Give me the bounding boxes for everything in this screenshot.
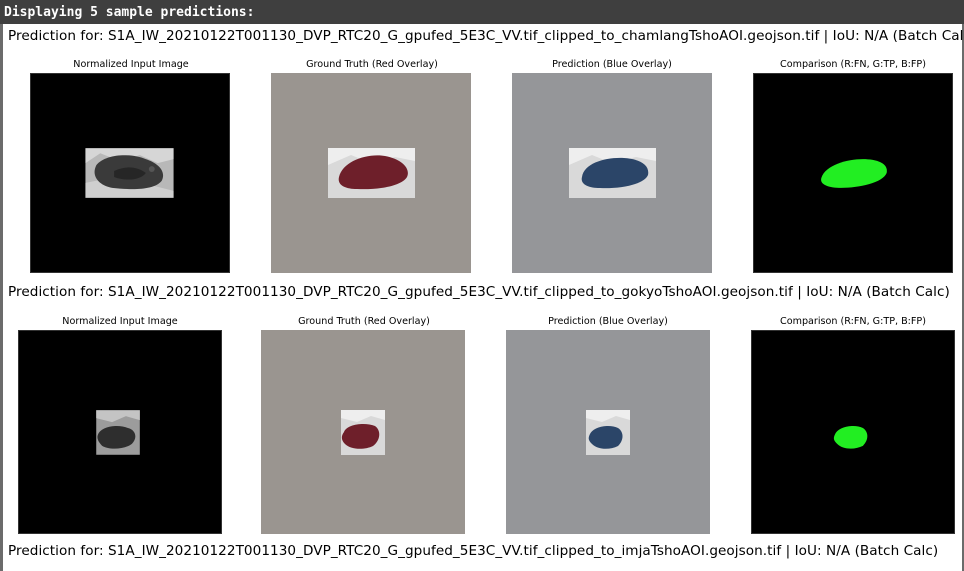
comparison-image (751, 330, 955, 534)
prediction-title: Prediction for: S1A_IW_20210122T001130_D… (8, 28, 964, 44)
panel-label-ground-truth: Ground Truth (Red Overlay) (306, 59, 438, 70)
panel-label-input: Normalized Input Image (62, 316, 178, 327)
ground-truth-image (271, 73, 471, 273)
panel-label-prediction: Prediction (Blue Overlay) (552, 59, 672, 70)
console-output-header: Displaying 5 sample predictions: (0, 0, 964, 24)
output-cell: Prediction for: S1A_IW_20210122T001130_D… (0, 24, 964, 571)
ground-truth-image (261, 330, 465, 534)
prediction-image (512, 73, 712, 273)
panel-label-prediction: Prediction (Blue Overlay) (548, 316, 668, 327)
comparison-image (753, 73, 953, 273)
normalized-input-image (30, 73, 230, 273)
prediction-title: Prediction for: S1A_IW_20210122T001130_D… (8, 284, 950, 300)
prediction-title: Prediction for: S1A_IW_20210122T001130_D… (8, 543, 939, 559)
normalized-input-image (18, 330, 222, 534)
panel-label-comparison: Comparison (R:FN, G:TP, B:FP) (780, 59, 926, 70)
panel-label-input: Normalized Input Image (73, 59, 189, 70)
panel-label-comparison: Comparison (R:FN, G:TP, B:FP) (780, 316, 926, 327)
panel-label-ground-truth: Ground Truth (Red Overlay) (298, 316, 430, 327)
prediction-image (506, 330, 710, 534)
